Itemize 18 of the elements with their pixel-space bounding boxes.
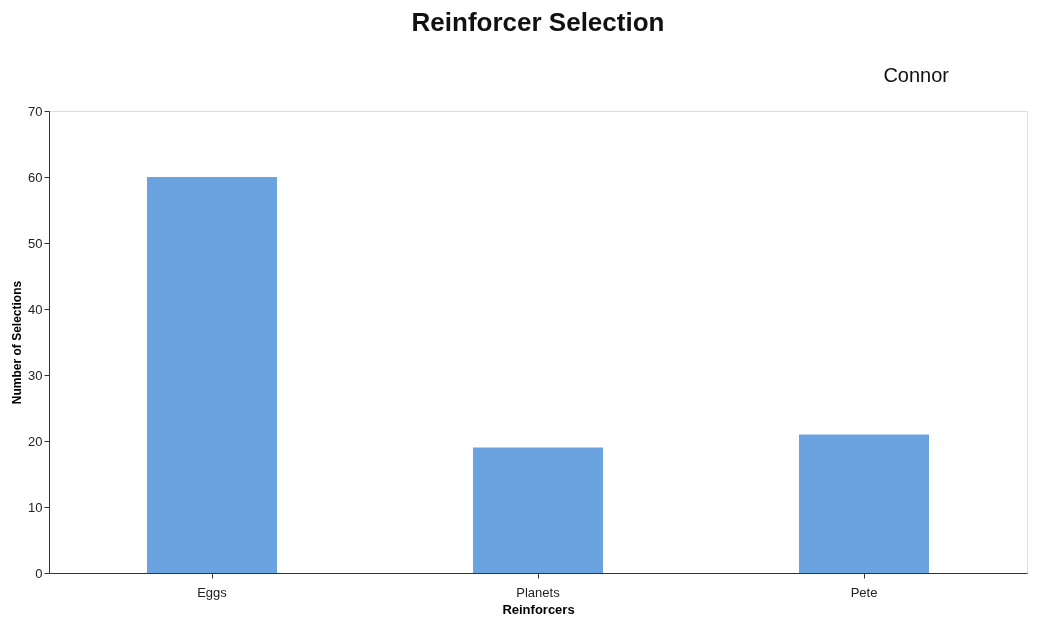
chart-title: Reinforcer Selection xyxy=(411,7,665,37)
x-tick-label: Pete xyxy=(850,584,878,600)
x-tick-label: Eggs xyxy=(197,584,228,600)
y-tick-label: 0 xyxy=(35,565,43,581)
bar xyxy=(799,434,929,573)
y-tick-label: 60 xyxy=(28,169,43,185)
y-tick-label: 50 xyxy=(28,235,43,251)
y-axis-title: Number of Selections xyxy=(10,280,25,405)
y-tick-label: 40 xyxy=(28,301,43,317)
y-tick-label: 70 xyxy=(28,103,43,119)
x-axis-title: Reinforcers xyxy=(502,601,575,617)
bar xyxy=(473,447,603,573)
bar xyxy=(147,177,277,573)
text: Connor xyxy=(883,64,950,86)
y-tick-label: 30 xyxy=(28,367,43,383)
y-tick-label: 20 xyxy=(28,433,43,449)
y-tick-label: 10 xyxy=(28,499,43,515)
x-tick-label: Planets xyxy=(516,584,561,600)
